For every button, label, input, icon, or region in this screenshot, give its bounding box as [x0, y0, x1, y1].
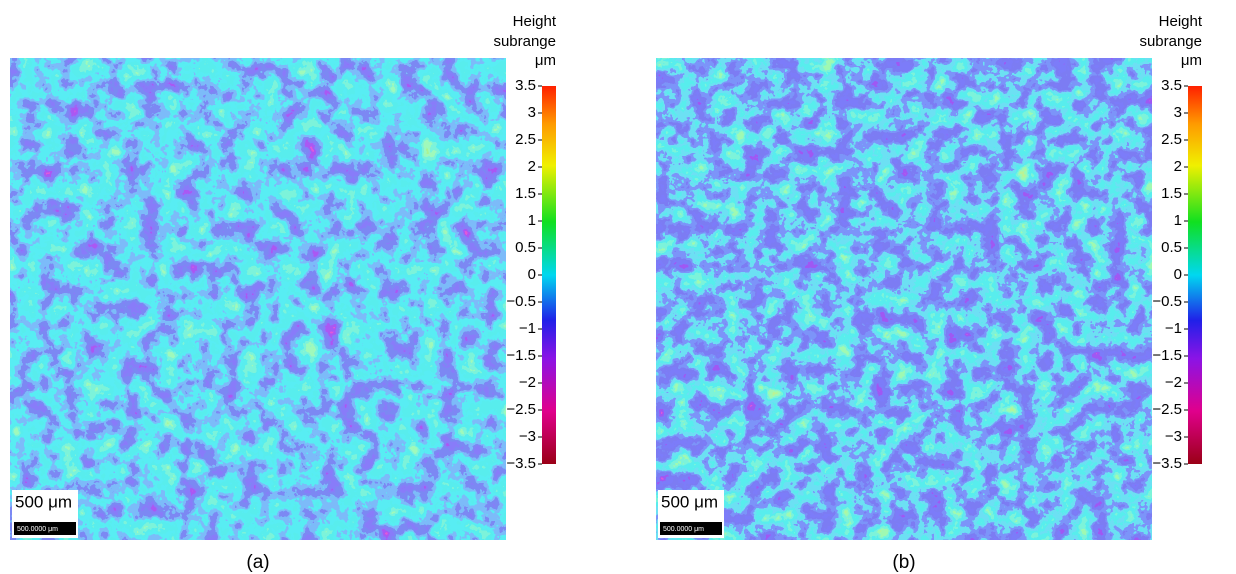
height-map — [656, 58, 1152, 540]
colorbar-tick-label: 3 — [528, 104, 536, 121]
height-map — [10, 58, 506, 540]
colorbar-tick-label: −0.5 — [1152, 293, 1182, 310]
colorbar-tick-label: 0 — [528, 266, 536, 283]
colorbar-tick-label: 0.5 — [1161, 239, 1182, 256]
colorbar-tick-label: −3 — [519, 428, 536, 445]
colorbar-tick-label: 3 — [1174, 104, 1182, 121]
scale-label: 500 μm — [15, 492, 72, 511]
colorbar-title: subrange — [493, 33, 556, 50]
colorbar-tick-label: −1.5 — [506, 347, 536, 364]
scale-label: 500 μm — [661, 492, 718, 511]
colorbar-tick-label: −2.5 — [1152, 401, 1182, 418]
colorbar-tick-label: 1.5 — [515, 185, 536, 202]
colorbar-title: Height — [1159, 13, 1203, 30]
caption: (a) — [246, 552, 269, 573]
scale-bar-label: 500.0000 μm — [17, 526, 58, 533]
colorbar-tick-label: −1 — [1165, 320, 1182, 337]
colorbar-title: Height — [513, 13, 557, 30]
colorbar-tick-label: −2.5 — [506, 401, 536, 418]
colorbar — [542, 86, 556, 464]
colorbar-tick-label: 1.5 — [1161, 185, 1182, 202]
colorbar-tick-label: 1 — [1174, 212, 1182, 229]
scale-bar — [660, 522, 722, 535]
colorbar-tick-label: −2 — [1165, 374, 1182, 391]
colorbar-tick-label: 2 — [1174, 158, 1182, 175]
colorbar-tick-label: 2.5 — [1161, 131, 1182, 148]
colorbar-unit: μm — [1181, 52, 1202, 69]
colorbar-tick-label: 1 — [528, 212, 536, 229]
colorbar-tick-label: 3.5 — [515, 77, 536, 94]
colorbar-tick-label: −1.5 — [1152, 347, 1182, 364]
colorbar-unit: μm — [535, 52, 556, 69]
colorbar-tick-label: −1 — [519, 320, 536, 337]
colorbar-tick-label: 3.5 — [1161, 77, 1182, 94]
colorbar — [1188, 86, 1202, 464]
colorbar-tick-label: 2.5 — [515, 131, 536, 148]
colorbar-tick-label: −0.5 — [506, 293, 536, 310]
colorbar-tick-label: 0 — [1174, 266, 1182, 283]
scale-bar — [14, 522, 76, 535]
colorbar-tick-label: 2 — [528, 158, 536, 175]
colorbar-title: subrange — [1139, 33, 1202, 50]
colorbar-tick-label: −3.5 — [506, 455, 536, 472]
caption: (b) — [892, 552, 915, 573]
scale-bar-label: 500.0000 μm — [663, 526, 704, 533]
colorbar-tick-label: −3.5 — [1152, 455, 1182, 472]
colorbar-tick-label: −3 — [1165, 428, 1182, 445]
colorbar-tick-label: 0.5 — [515, 239, 536, 256]
colorbar-tick-label: −2 — [519, 374, 536, 391]
